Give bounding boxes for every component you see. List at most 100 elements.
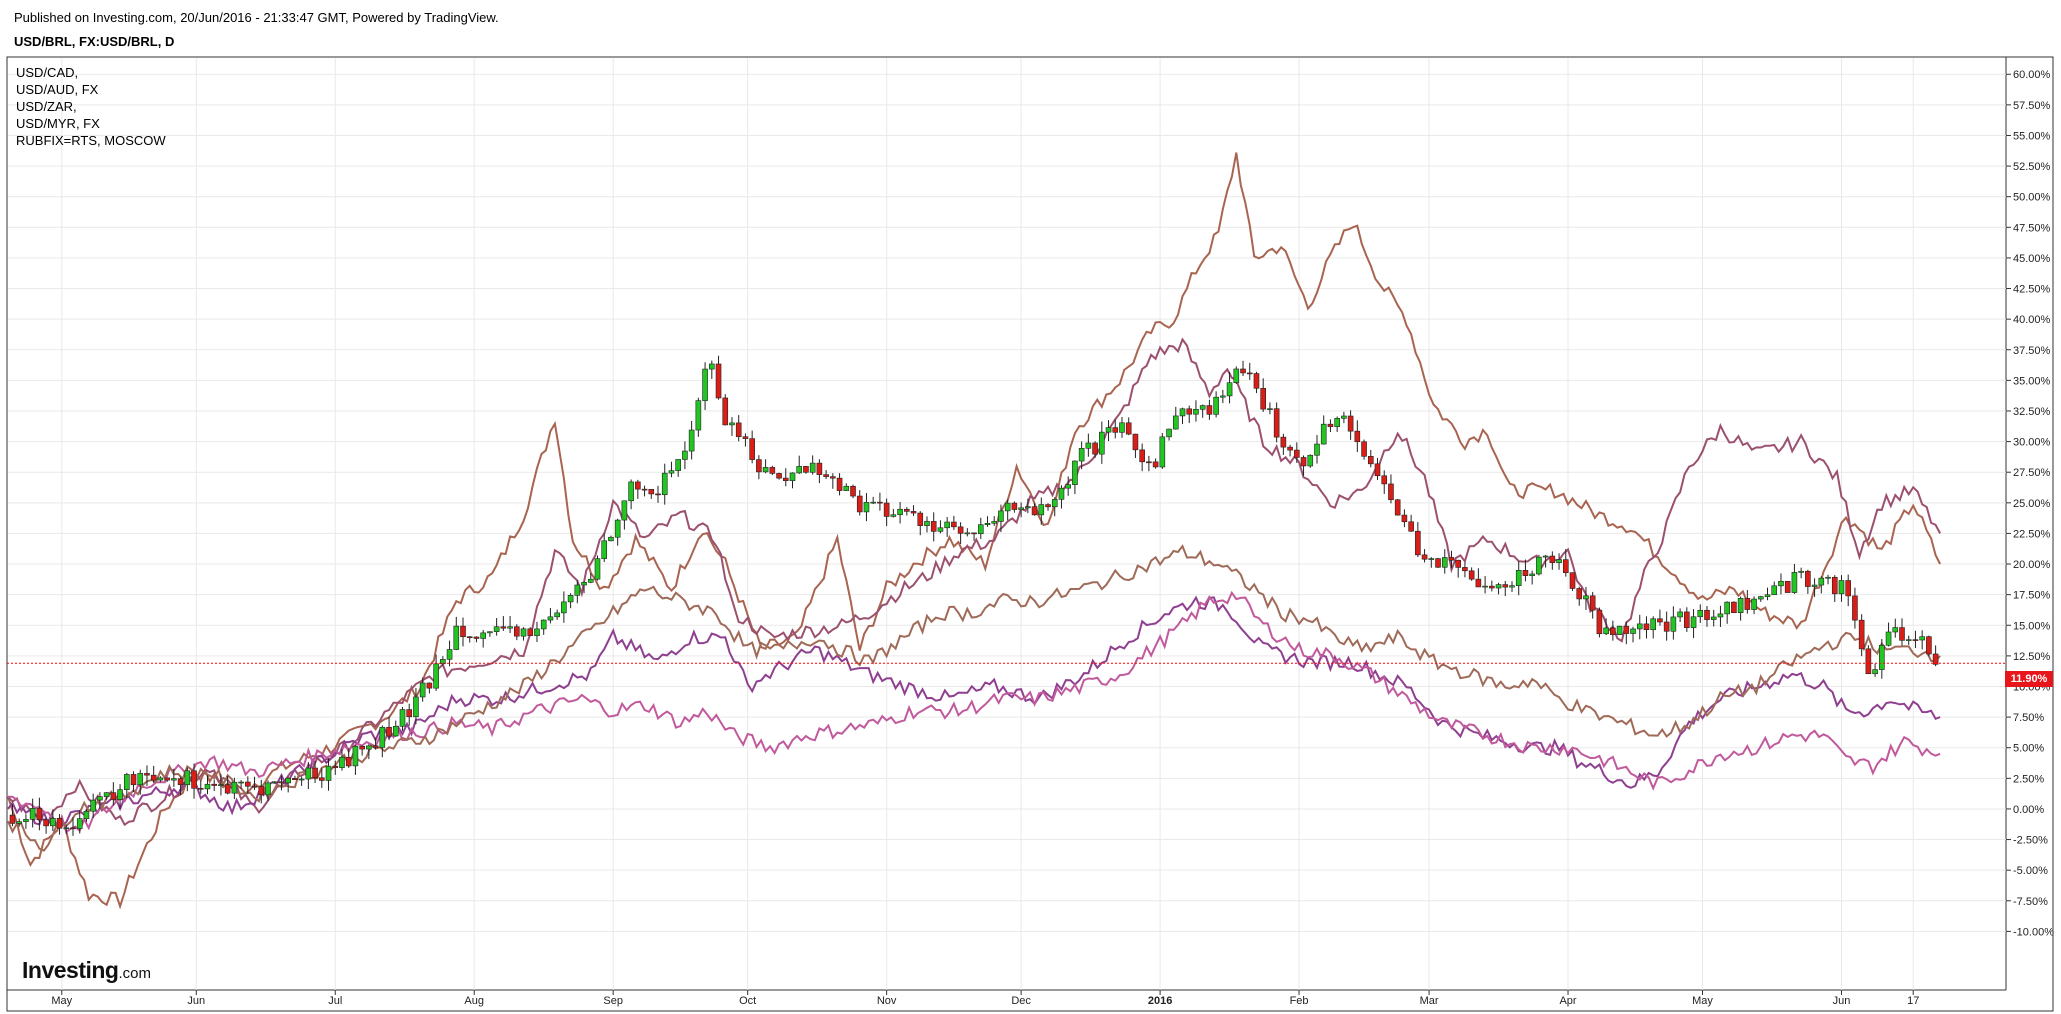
candle-body	[1294, 449, 1300, 458]
legend-item: USD/MYR, FX	[16, 116, 100, 131]
y-tick-label: 0.00%	[2013, 804, 2044, 816]
y-tick-label: 2.50%	[2013, 773, 2044, 785]
candle-body	[1401, 514, 1408, 523]
candle-body	[1179, 408, 1186, 417]
x-tick-label: Jul	[328, 995, 342, 1007]
candle-body	[1213, 396, 1219, 415]
candle-body	[776, 473, 782, 479]
candle-body	[554, 612, 560, 618]
candle-body	[809, 462, 816, 473]
candle-body	[157, 777, 164, 781]
candle-body	[1172, 415, 1179, 430]
candle-body	[480, 632, 486, 639]
candle-body	[1502, 584, 1509, 588]
candle-body	[1825, 576, 1831, 579]
candle-body	[110, 792, 117, 800]
candle-body	[1892, 627, 1899, 633]
candle-body	[1926, 636, 1932, 655]
y-tick-label: 7.50%	[2013, 712, 2044, 724]
candle-body	[1166, 428, 1172, 438]
candle-body	[594, 558, 601, 580]
candle-body	[245, 781, 251, 787]
x-tick-label: Jun	[187, 995, 205, 1007]
candle-body	[1737, 598, 1744, 614]
candle-body	[1798, 570, 1804, 573]
grid-lines	[8, 58, 2006, 990]
candle-body	[1482, 585, 1488, 588]
x-tick-label: Feb	[1290, 995, 1309, 1007]
candle-body	[1569, 572, 1576, 589]
candle-body	[1919, 636, 1925, 641]
x-tick-label: Nov	[877, 995, 897, 1007]
candle-body	[601, 540, 608, 559]
x-tick-label: 17	[1907, 995, 1919, 1007]
candle-body	[1415, 530, 1421, 556]
candle-body	[90, 799, 96, 812]
candle-body	[1327, 423, 1334, 427]
candle-body	[1536, 556, 1542, 575]
candle-body	[661, 472, 668, 496]
candle-body	[1193, 408, 1199, 415]
y-tick-label: 37.50%	[2013, 345, 2051, 357]
candle-body	[251, 785, 258, 788]
candle-body	[1610, 627, 1616, 635]
x-tick-label: Sep	[603, 995, 623, 1007]
candle-body	[56, 817, 63, 829]
candle-body	[998, 510, 1004, 522]
candle-body	[641, 488, 648, 491]
candle-body	[70, 827, 76, 830]
candle-body	[547, 616, 554, 621]
candle-body	[1650, 618, 1657, 631]
candlesticks	[9, 355, 1939, 836]
candle-body	[1441, 557, 1448, 568]
candle-body	[1509, 585, 1515, 588]
candle-body	[50, 817, 56, 827]
legend-item: USD/AUD, FX	[16, 82, 99, 97]
candle-body	[318, 777, 325, 781]
candle-body	[1636, 623, 1643, 630]
candle-body	[561, 601, 567, 614]
candle-body	[1879, 645, 1885, 670]
candle-body	[514, 626, 520, 637]
y-tick-label: -7.50%	[2013, 896, 2048, 908]
investing-logo: Investing.com	[22, 957, 151, 984]
candle-body	[735, 422, 742, 438]
candle-body	[1643, 623, 1650, 631]
y-tick-label: 55.00%	[2013, 130, 2051, 142]
candle-body	[97, 796, 103, 801]
candle-body	[1448, 557, 1455, 561]
candle-body	[695, 400, 702, 431]
candle-body	[1038, 504, 1045, 516]
candle-body	[473, 636, 480, 639]
candle-body	[830, 476, 836, 479]
legend-item: RUBFIX=RTS, MOSCOW	[16, 133, 166, 148]
candle-body	[144, 773, 150, 776]
candle-body	[184, 770, 191, 786]
candle-body	[285, 777, 291, 784]
candle-body	[278, 781, 285, 784]
candle-body	[413, 696, 419, 718]
candle-body	[16, 821, 23, 824]
candle-body	[1630, 628, 1636, 634]
candle-body	[1724, 601, 1730, 615]
candle-body	[1583, 595, 1589, 600]
chart-header: Published on Investing.com, 20/Jun/2016 …	[14, 8, 1414, 52]
candle-body	[971, 532, 977, 535]
candle-body	[1253, 373, 1260, 389]
candle-body	[1388, 483, 1394, 501]
candle-body	[1240, 368, 1246, 374]
candle-body	[271, 781, 278, 784]
candle-body	[682, 450, 688, 460]
y-tick-label: 52.50%	[2013, 161, 2051, 173]
candle-body	[466, 636, 473, 639]
candle-body	[1280, 436, 1287, 448]
candle-body	[1078, 448, 1085, 462]
candle-body	[1462, 567, 1468, 572]
candle-body	[823, 474, 829, 477]
candle-body	[359, 746, 365, 750]
candle-body	[305, 767, 312, 780]
series-line	[7, 337, 1941, 827]
candle-body	[446, 649, 453, 660]
candle-body	[379, 726, 386, 748]
